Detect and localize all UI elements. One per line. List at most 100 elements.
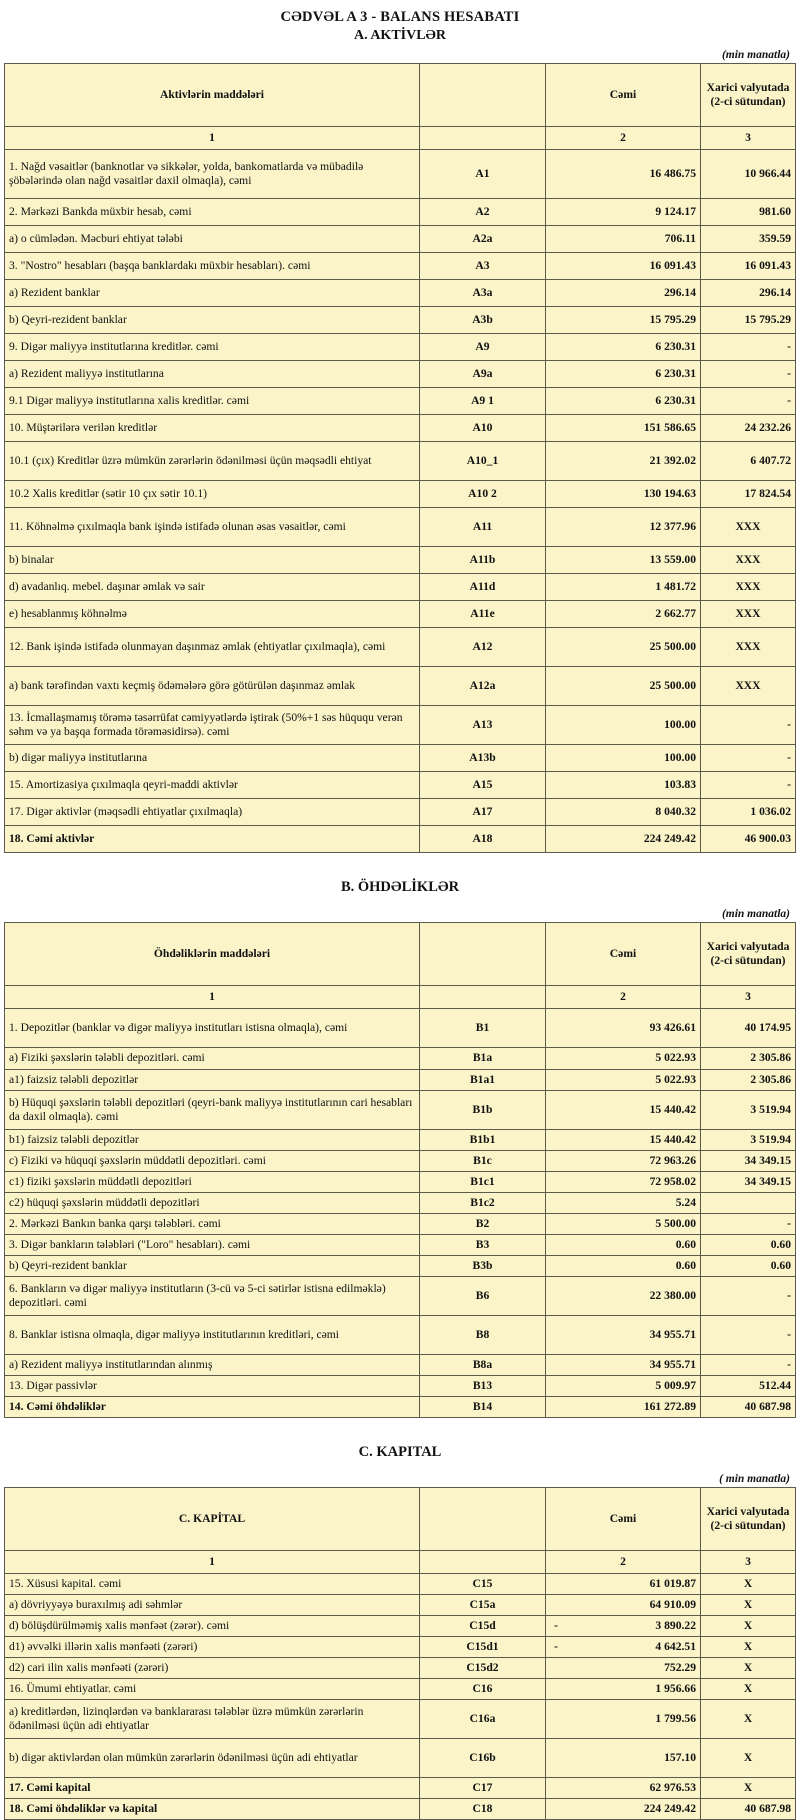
- liabilities-table-body: 1. Depozitlər (banklar və digər maliyyə …: [4, 1007, 796, 1418]
- row-code: C15a: [419, 1593, 546, 1616]
- row-description: 9.1 Digər maliyyə institutlarına xalis k…: [4, 386, 420, 415]
- table-row: 1. Nağd vəsaitlər (banknotlar və sikkələ…: [4, 148, 796, 199]
- row-forex-value: X: [700, 1776, 796, 1799]
- row-code: B6: [419, 1275, 546, 1316]
- row-code: B14: [419, 1395, 546, 1418]
- table-row: d2) cari ilin xalis mənfəəti (zərəri) C15…: [4, 1656, 796, 1679]
- row-description: 18. Cəmi öhdəliklər və kapital: [4, 1797, 420, 1820]
- row-forex-value: 46 900.03: [700, 824, 796, 853]
- row-total-value: 13 559.00: [545, 545, 701, 574]
- table-row: 17. Digər aktivlər (məqsədli ehtiyatlar …: [4, 797, 796, 826]
- table-row: d1) əvvəlki illərin xalis mənfəəti (zərə…: [4, 1635, 796, 1658]
- row-total-value: 1 956.66: [545, 1677, 701, 1700]
- liabilities-units-label: (min manatla): [721, 907, 790, 920]
- row-forex-value: 16 091.43: [700, 251, 796, 280]
- row-total-value: 157.10: [545, 1737, 701, 1778]
- row-description: 6. Bankların və digər maliyyə institutla…: [4, 1275, 420, 1316]
- row-code: C15d1: [419, 1635, 546, 1658]
- table-row: b) binalar A11b 13 559.00 XXX: [4, 545, 796, 574]
- row-description: a) kreditlərdən, lizinqlərdən və banklar…: [4, 1698, 420, 1739]
- row-total-value: 5.24: [545, 1191, 701, 1214]
- assets-col-desc: Aktivlərin maddələri: [4, 62, 420, 127]
- row-total-value: 130 194.63: [545, 479, 701, 508]
- row-description: a) Rezident maliyyə institutlarına: [4, 359, 420, 388]
- row-total-value: 161 272.89: [545, 1395, 701, 1418]
- row-code: A2a: [419, 224, 546, 253]
- liabilities-table-header-row: Öhdəliklərin maddələri Cəmi Xarici valyu…: [4, 921, 796, 986]
- row-description: 3. Digər bankların tələbləri ("Loro" hes…: [4, 1233, 420, 1256]
- table-row: a) bank tərəfindən vaxtı keçmiş ödəmələr…: [4, 665, 796, 706]
- row-total-value: 15 795.29: [545, 305, 701, 334]
- table-row: b1) faizsiz tələbli depozitlər B1b1 15 440…: [4, 1128, 796, 1151]
- row-total-value: 12 377.96: [545, 506, 701, 547]
- table-row: 8. Banklar istisna olmaqla, digər maliyy…: [4, 1314, 796, 1355]
- row-total-value: 224 249.42: [545, 824, 701, 853]
- table-row: 15. Xüsusi kapital. cəmi C15 61 019.87 X: [4, 1572, 796, 1595]
- row-forex-value: XXX: [700, 572, 796, 601]
- row-description: 10.1 (çıx) Kreditlər üzrə mümkün zərərlə…: [4, 440, 420, 481]
- row-description: 9. Digər maliyyə institutlarına kreditlə…: [4, 332, 420, 361]
- row-description: d) avadanlıq. mebel. daşınar əmlak və sa…: [4, 572, 420, 601]
- row-code: B1b1: [419, 1128, 546, 1151]
- row-code: B13: [419, 1374, 546, 1397]
- row-description: a) Rezident maliyyə institutlarından alı…: [4, 1353, 420, 1376]
- row-total-value: 752.29: [545, 1656, 701, 1679]
- table-row: b) Qeyri-rezident banklar B3b 0.60 0.60: [4, 1254, 796, 1277]
- row-total-value: 706.11: [545, 224, 701, 253]
- capital-table-body: 15. Xüsusi kapital. cəmi C15 61 019.87 X a) …: [4, 1572, 796, 1820]
- row-forex-value: 512.44: [700, 1374, 796, 1397]
- table-row: a) o cümlədən. Məcburi ehtiyat tələbi A2a…: [4, 224, 796, 253]
- row-forex-value: XXX: [700, 599, 796, 628]
- row-description: c2) hüquqi şəxslərin müddətli depozitlər…: [4, 1191, 420, 1214]
- value-text: 3 890.22: [655, 1618, 696, 1632]
- liabilities-column-number-row: 1 2 3: [4, 984, 796, 1009]
- liabilities-colnum-total: 2: [545, 984, 701, 1009]
- row-forex-value: X: [700, 1635, 796, 1658]
- row-total-value: 9 124.17: [545, 197, 701, 226]
- row-code: A3: [419, 251, 546, 280]
- table-row: 9. Digər maliyyə institutlarına kreditlə…: [4, 332, 796, 361]
- row-description: 13. Digər passivlər: [4, 1374, 420, 1397]
- row-code: C18: [419, 1797, 546, 1820]
- row-code: B1c: [419, 1149, 546, 1172]
- row-forex-value: 2 305.86: [700, 1046, 796, 1070]
- row-forex-value: [700, 1191, 796, 1214]
- row-code: B1a: [419, 1046, 546, 1070]
- capital-col-desc: C. KAPİTAL: [4, 1486, 420, 1551]
- row-forex-value: XXX: [700, 506, 796, 547]
- table-row: 2. Mərkəzi Bankda müxbir hesab, cəmi A2 9 …: [4, 197, 796, 226]
- table-row: d) bölüşdürülməmiş xalis mənfəət (zərər)…: [4, 1614, 796, 1637]
- row-total-value: 61 019.87: [545, 1572, 701, 1595]
- row-description: a) Fiziki şəxslərin tələbli depozitləri.…: [4, 1046, 420, 1070]
- row-description: 1. Depozitlər (banklar və digər maliyyə …: [4, 1007, 420, 1048]
- row-code: A11b: [419, 545, 546, 574]
- row-total-value: 5 022.93: [545, 1068, 701, 1091]
- row-code: A13b: [419, 743, 546, 772]
- row-total-value: 5 500.00: [545, 1212, 701, 1235]
- table-row: 3. "Nostro" hesabları (başqa banklardakı…: [4, 251, 796, 280]
- table-row: e) hesablanmış köhnəlmə A11e 2 662.77 XXX: [4, 599, 796, 628]
- liabilities-col-forex: Xarici valyutada (2-ci sütundan): [700, 921, 796, 986]
- row-total-value: 64 910.09: [545, 1593, 701, 1616]
- row-code: B3: [419, 1233, 546, 1256]
- row-description: 17. Digər aktivlər (məqsədli ehtiyatlar …: [4, 797, 420, 826]
- row-description: 17. Cəmi kapital: [4, 1776, 420, 1799]
- row-description: 12. Bank işində istifadə olunmayan daşın…: [4, 626, 420, 667]
- liabilities-col-code: [419, 921, 546, 986]
- row-description: 14. Cəmi öhdəliklər: [4, 1395, 420, 1418]
- row-code: B2: [419, 1212, 546, 1235]
- row-forex-value: -: [700, 704, 796, 745]
- row-forex-value: -: [700, 1275, 796, 1316]
- row-code: B1b: [419, 1089, 546, 1130]
- table-row: a) Rezident banklar A3a 296.14 296.14: [4, 278, 796, 307]
- assets-colnum-total: 2: [545, 125, 701, 150]
- row-description: 11. Köhnəlmə çıxılmaqla bank işində isti…: [4, 506, 420, 547]
- row-forex-value: 17 824.54: [700, 479, 796, 508]
- liabilities-table: Öhdəliklərin maddələri Cəmi Xarici valyu…: [4, 921, 796, 1418]
- row-code: A10: [419, 413, 546, 442]
- row-total-value: 103.83: [545, 770, 701, 799]
- capital-colnum-code: [419, 1549, 546, 1574]
- row-code: C17: [419, 1776, 546, 1799]
- row-description: 2. Mərkəzi Bankda müxbir hesab, cəmi: [4, 197, 420, 226]
- row-code: C16: [419, 1677, 546, 1700]
